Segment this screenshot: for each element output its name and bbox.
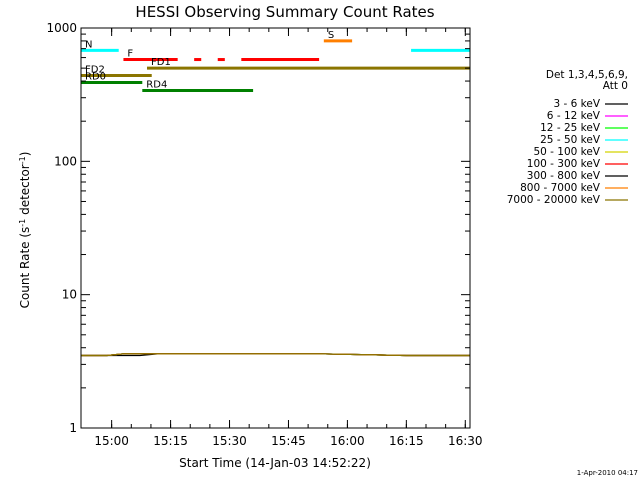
y-tick-label: 1 [69,421,77,435]
legend-header: Att 0 [603,80,628,92]
series-lines [81,353,470,357]
x-tick-label: 15:30 [212,434,247,448]
y-axis-label-end: ) [18,152,32,157]
x-tick-label: 16:00 [330,434,365,448]
legend-label: 12 - 25 keV [540,122,601,134]
legend-header: Det 1,3,4,5,6,9, [546,69,628,81]
x-axis: 15:00 15:15 15:30 15:45 16:00 16:15 16:30 [94,28,483,448]
state-bar-label: F [127,49,133,60]
x-tick-label: 15:15 [153,434,188,448]
state-bar-label: RD4 [146,79,167,90]
x-tick-label: 16:30 [448,434,483,448]
y-axis-label-sup: -1 [18,219,27,227]
y-axis-label-prefix: Count Rate (s [18,227,32,309]
x-tick-label: 15:00 [94,434,129,448]
chart-title: HESSI Observing Summary Count Rates [135,3,434,21]
legend-label: 7000 - 20000 keV [507,194,601,206]
state-bar-label: N [85,39,92,50]
legend-label: 800 - 7000 keV [520,182,601,194]
legend-label: 6 - 12 keV [547,110,601,122]
state-bar-label: RD0 [85,72,106,83]
state-bar-label: FD1 [151,57,171,68]
x-axis-label: Start Time (14-Jan-03 14:52:22) [179,456,371,470]
timestamp: 1-Apr-2010 04:17 [577,469,638,477]
y-tick-label: 100 [54,154,77,168]
legend-label: 100 - 300 keV [527,158,601,170]
legend-label: 25 - 50 keV [540,134,601,146]
y-axis-label-sup2: -1 [18,156,27,164]
y-axis: 1 10 100 1000 [46,21,470,435]
series-line [81,353,470,357]
legend-label: 3 - 6 keV [553,98,600,110]
x-tick-label: 16:15 [389,434,424,448]
state-bar-label: FD2 [85,65,105,76]
y-tick-label: 1000 [46,21,77,35]
state-bar-label: S [328,30,334,41]
legend-label: 300 - 800 keV [527,170,601,182]
y-tick-label: 10 [62,288,77,302]
legend-label: 50 - 100 keV [533,146,600,158]
y-axis-label-mid: detector [18,164,32,219]
y-axis-label: Count Rate (s-1 detector-1) [18,152,32,309]
x-tick-label: 15:45 [271,434,306,448]
plot-frame [80,27,471,429]
